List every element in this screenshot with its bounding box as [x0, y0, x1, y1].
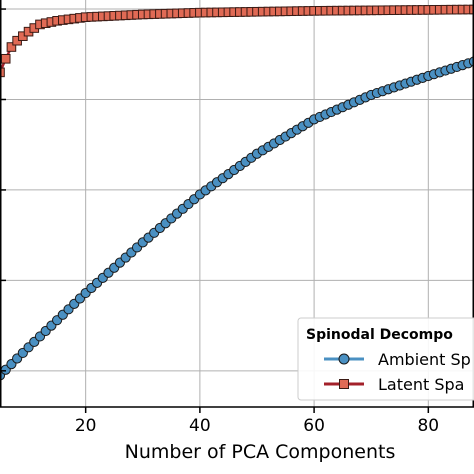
x-tick-label: 80: [417, 416, 439, 436]
x-tick-label: 40: [189, 416, 211, 436]
x-ticks: 20 40 60 80: [75, 407, 439, 436]
legend-marker-latent: [339, 379, 349, 389]
legend: Spinodal Decompo Ambient Sp Latent Spa: [297, 317, 474, 401]
legend-entry-latent[interactable]: [324, 379, 364, 389]
data-point-latent: [6, 42, 17, 52]
legend-title: Spinodal Decompo: [306, 327, 453, 343]
data-point-latent: [0, 67, 5, 78]
data-point-latent: [469, 4, 474, 15]
series-markers: [0, 4, 474, 381]
x-tick-label: 60: [303, 416, 325, 436]
legend-entry-ambient[interactable]: [324, 353, 364, 365]
legend-marker-ambient: [338, 353, 350, 365]
data-point-latent: [0, 53, 11, 64]
legend-label-latent: Latent Spa: [378, 375, 464, 394]
x-tick-label: 20: [75, 416, 97, 436]
x-axis-label: Number of PCA Components: [125, 441, 396, 463]
legend-label-ambient: Ambient Sp: [378, 350, 471, 369]
plot-frame: [0, 0, 474, 408]
y-ticks: [0, 8, 6, 372]
